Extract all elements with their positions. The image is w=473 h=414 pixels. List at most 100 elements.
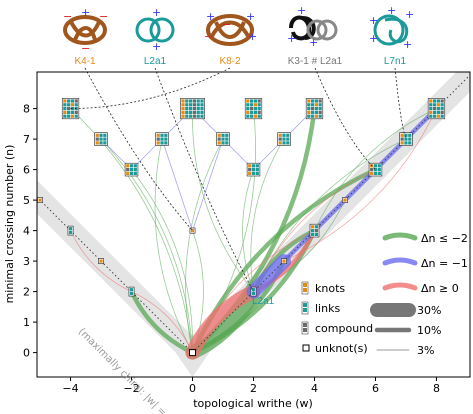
node-cell — [251, 168, 256, 172]
node-cell — [307, 103, 311, 107]
node-cell — [185, 110, 189, 114]
node-cell — [129, 291, 134, 296]
y-tick-label: 2 — [23, 286, 30, 299]
node-cell — [68, 230, 73, 235]
node-cell — [185, 114, 189, 118]
band-annotation: (maximally chiral: |w| = n) — [76, 326, 178, 414]
node-cell — [185, 103, 189, 107]
svg-text:+: + — [248, 30, 257, 43]
node-cell — [250, 99, 254, 103]
transition-edge — [131, 169, 193, 353]
node-cell — [126, 164, 130, 168]
node-group — [37, 197, 43, 203]
node-cell — [436, 110, 440, 114]
node-cell — [251, 291, 256, 296]
node-cell — [429, 114, 433, 118]
node-cell — [373, 171, 378, 175]
node-cell — [70, 99, 75, 103]
legend-kind-label: knots — [315, 282, 345, 295]
x-tick-label: 4 — [311, 382, 318, 395]
node-cell — [196, 107, 200, 111]
knot-k4-1-diagram: − − + − — [63, 6, 108, 55]
diag-left — [37, 196, 193, 353]
node-cell — [278, 137, 282, 141]
node-cell — [310, 99, 315, 103]
knot-k3-1-l2a1-diagram: + + + — [287, 4, 338, 49]
node-cell — [63, 110, 67, 114]
node-cell — [189, 103, 193, 107]
node-cell — [99, 137, 103, 141]
node-cell — [440, 110, 444, 114]
node-cell — [246, 99, 250, 103]
svg-text:+: + — [81, 6, 90, 19]
node-cell — [440, 107, 444, 111]
legend-kind-swatch — [303, 323, 307, 327]
node-cell — [221, 141, 225, 145]
node-cell — [404, 141, 408, 145]
legend-class-label: Δn = −1 — [421, 257, 468, 270]
legend-line — [382, 282, 418, 291]
transition-edge — [242, 169, 254, 292]
node-cell — [429, 103, 433, 107]
node-group — [216, 132, 230, 146]
y-tick-label: 5 — [23, 194, 30, 207]
node-cell — [181, 99, 185, 103]
node-cell — [63, 99, 67, 103]
y-tick-label: 1 — [23, 316, 30, 329]
svg-text:−: − — [222, 18, 231, 31]
legend-line — [382, 232, 418, 241]
node-cell — [318, 114, 322, 118]
node-cell — [318, 99, 322, 103]
legend-kind-swatch — [303, 303, 307, 307]
node-cell — [164, 141, 168, 145]
legend-kind-label: compound — [315, 322, 373, 335]
node-cell — [253, 110, 257, 114]
knot-name: L7n1 — [384, 56, 407, 67]
node-cell — [318, 107, 322, 111]
y-tick-label: 4 — [23, 225, 30, 238]
svg-text:+: + — [152, 40, 161, 53]
node-cell — [185, 99, 189, 103]
node-cell — [282, 141, 286, 145]
node-cell — [63, 114, 67, 118]
node-cell — [133, 164, 137, 168]
node-cell — [250, 107, 254, 111]
x-tick-label: −4 — [62, 382, 78, 395]
knot-name: L2a1 — [144, 56, 167, 67]
y-axis-title: minimal crossing number (n) — [3, 145, 16, 304]
knot-name-labels: K4-1 L2a1 K8-2 K3-1 # L2a1 L7n1 — [74, 56, 406, 67]
svg-text:+: + — [152, 6, 161, 19]
node-cell — [160, 141, 164, 145]
node-cell — [126, 171, 130, 175]
x-axis-title: topological writhe (w) — [193, 397, 313, 410]
node-cell — [181, 103, 185, 107]
transition-edge — [70, 230, 132, 292]
node-group — [246, 162, 261, 177]
node-cell — [70, 110, 75, 114]
node-cell — [129, 168, 134, 172]
node-cell — [129, 171, 134, 175]
node-cell — [63, 103, 67, 107]
node-cell — [160, 133, 164, 137]
svg-text:+: + — [405, 8, 414, 21]
node-cell — [310, 110, 315, 114]
node-cell — [314, 99, 318, 103]
knot-l2a1-diagram: + + — [135, 6, 175, 53]
node-cell — [200, 99, 204, 103]
node-cell — [63, 107, 67, 111]
node-group — [427, 98, 446, 120]
node-cell — [314, 103, 318, 107]
node-cell — [181, 114, 185, 118]
node-cell — [408, 141, 412, 145]
node-cell — [217, 137, 221, 141]
node-cell — [314, 114, 318, 118]
node-frame — [67, 225, 74, 236]
node-group — [281, 258, 287, 264]
y-axis: 0 1 2 3 4 5 6 7 8 — [23, 103, 37, 360]
node-cell — [246, 114, 250, 118]
node-cell — [257, 114, 261, 118]
x-axis: −4 −2 0 2 4 6 8 — [62, 377, 440, 395]
node-cell — [156, 141, 160, 145]
legend-kind-swatch — [303, 328, 307, 332]
node-cell — [251, 171, 256, 175]
